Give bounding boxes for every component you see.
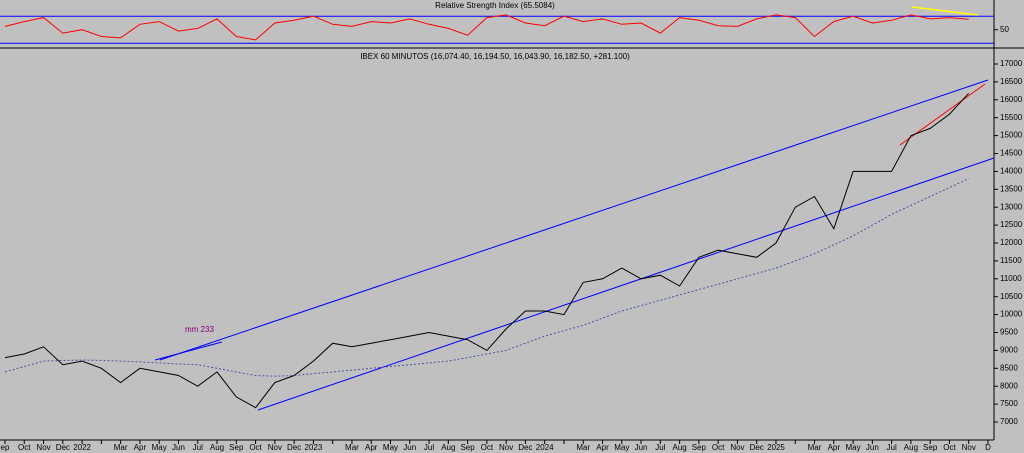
series-line — [4, 178, 969, 377]
x-tick-label: Jul — [887, 443, 897, 452]
x-tick-label: Nov — [36, 443, 50, 452]
y-tick-label: 17000 — [1000, 59, 1023, 68]
x-tick-label: Oct — [18, 443, 31, 452]
x-tick-label: Oct — [481, 443, 494, 452]
y-tick-label: 9500 — [1000, 328, 1018, 337]
x-tick-label: Jul — [193, 443, 203, 452]
annotation: mm 233 — [185, 325, 214, 334]
rsi-divergence — [911, 6, 979, 16]
x-tick-label: May — [614, 443, 629, 452]
y-tick-label: 10500 — [1000, 292, 1023, 301]
x-tick-label: Dec — [518, 443, 532, 452]
x-tick-label: Sep — [229, 443, 244, 452]
x-tick-label: Jun — [403, 443, 416, 452]
x-tick-label: 2024 — [536, 443, 554, 452]
series-line — [4, 14, 969, 41]
x-tick-label: Jul — [424, 443, 434, 452]
x-tick-label: Mar — [345, 443, 359, 452]
y-tick-label: 8000 — [1000, 381, 1018, 390]
x-tick-label: Oct — [712, 443, 725, 452]
x-tick-label: Nov — [268, 443, 282, 452]
y-tick-label: 50 — [1000, 25, 1009, 34]
x-tick-label: Dec — [750, 443, 764, 452]
y-tick-label: 8500 — [1000, 363, 1018, 372]
y-tick-label: 15500 — [1000, 113, 1023, 122]
x-tick-label: ep — [1, 443, 10, 452]
x-tick-label: Aug — [210, 443, 224, 452]
x-tick-label: Apr — [828, 443, 841, 452]
x-tick-label: Jun — [635, 443, 648, 452]
x-tick-label: D — [985, 443, 991, 452]
y-tick-label: 14500 — [1000, 149, 1023, 158]
x-tick-label: Apr — [134, 443, 147, 452]
x-tick-label: Oct — [249, 443, 262, 452]
x-tick-label: Nov — [962, 443, 976, 452]
y-tick-label: 7500 — [1000, 399, 1018, 408]
channel-lower — [257, 157, 995, 411]
x-tick-label: Jun — [866, 443, 879, 452]
x-tick-label: 2025 — [767, 443, 785, 452]
y-tick-label: 7000 — [1000, 417, 1018, 426]
x-tick-label: Dec — [56, 443, 70, 452]
x-tick-label: 2022 — [73, 443, 91, 452]
y-tick-label: 12500 — [1000, 220, 1023, 229]
y-tick-label: 16000 — [1000, 95, 1023, 104]
support-line — [154, 341, 223, 361]
x-tick-label: Sep — [923, 443, 938, 452]
x-tick-label: Oct — [943, 443, 956, 452]
x-tick-label: Apr — [365, 443, 378, 452]
y-tick-label: 15000 — [1000, 131, 1023, 140]
series-line — [4, 92, 970, 409]
chart-title: IBEX 60 MINUTOS (16,074.40, 16,194.50, 1… — [360, 52, 630, 61]
x-tick-label: Jun — [172, 443, 185, 452]
x-tick-label: 2023 — [304, 443, 322, 452]
x-tick-label: Nov — [730, 443, 744, 452]
x-tick-label: May — [152, 443, 167, 452]
x-tick-label: Apr — [596, 443, 609, 452]
y-tick-label: 13000 — [1000, 202, 1023, 211]
x-tick-label: May — [846, 443, 861, 452]
y-tick-label: 10000 — [1000, 310, 1023, 319]
x-tick-label: Mar — [576, 443, 590, 452]
x-tick-label: Aug — [904, 443, 918, 452]
y-tick-label: 9000 — [1000, 346, 1018, 355]
y-tick-label: 14000 — [1000, 167, 1023, 176]
x-tick-label: Aug — [441, 443, 455, 452]
x-tick-label: Mar — [114, 443, 128, 452]
x-tick-label: Aug — [672, 443, 686, 452]
y-tick-label: 12000 — [1000, 238, 1023, 247]
rsi-title: Relative Strength Index (65.5084) — [435, 1, 555, 10]
y-tick-label: 16500 — [1000, 77, 1023, 86]
x-tick-label: Nov — [499, 443, 513, 452]
x-tick-label: Sep — [460, 443, 475, 452]
x-tick-label: Dec — [287, 443, 301, 452]
y-tick-label: 11500 — [1000, 256, 1022, 265]
x-tick-label: Mar — [808, 443, 822, 452]
x-tick-label: Jul — [655, 443, 665, 452]
channel-upper — [159, 79, 989, 361]
y-tick-label: 11000 — [1000, 274, 1022, 283]
x-tick-label: May — [383, 443, 398, 452]
y-tick-label: 13500 — [1000, 184, 1023, 193]
x-tick-label: Sep — [692, 443, 707, 452]
